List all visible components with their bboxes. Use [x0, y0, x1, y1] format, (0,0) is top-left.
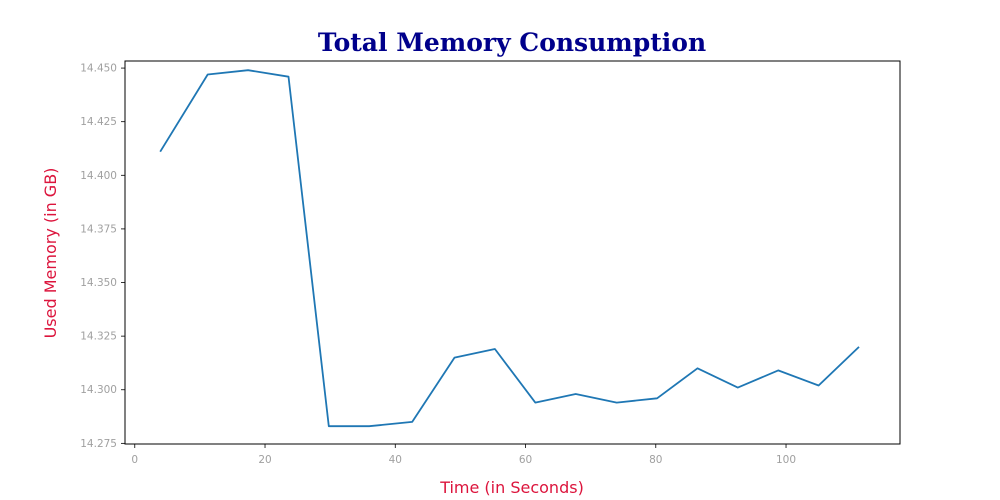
chart-title: Total Memory Consumption [318, 28, 706, 57]
x-axis: 0 20 40 60 80 100 [131, 444, 796, 466]
x-tick-label: 40 [389, 454, 402, 466]
y-tick-label: 14.350 [80, 277, 117, 289]
x-axis-label: Time (in Seconds) [439, 478, 584, 497]
y-tick-label: 14.300 [80, 384, 117, 396]
y-tick-label: 14.375 [80, 223, 117, 235]
y-tick-label: 14.275 [80, 438, 117, 450]
x-tick-label: 100 [776, 454, 796, 466]
series-line [159, 69, 860, 428]
series-layer [159, 69, 860, 428]
y-axis: 14.275 14.300 14.325 14.350 14.375 14.400 14.4… [80, 63, 125, 450]
y-tick-label: 14.400 [80, 170, 117, 182]
y-axis-label: Used Memory (in GB) [41, 168, 60, 339]
x-tick-label: 60 [519, 454, 532, 466]
y-tick-label: 14.450 [80, 63, 117, 75]
x-tick-label: 80 [649, 454, 662, 466]
y-tick-label: 14.325 [80, 331, 117, 343]
x-tick-label: 0 [131, 454, 138, 466]
plot-frame [124, 60, 901, 445]
y-tick-label: 14.425 [80, 116, 117, 128]
x-tick-label: 20 [258, 454, 271, 466]
